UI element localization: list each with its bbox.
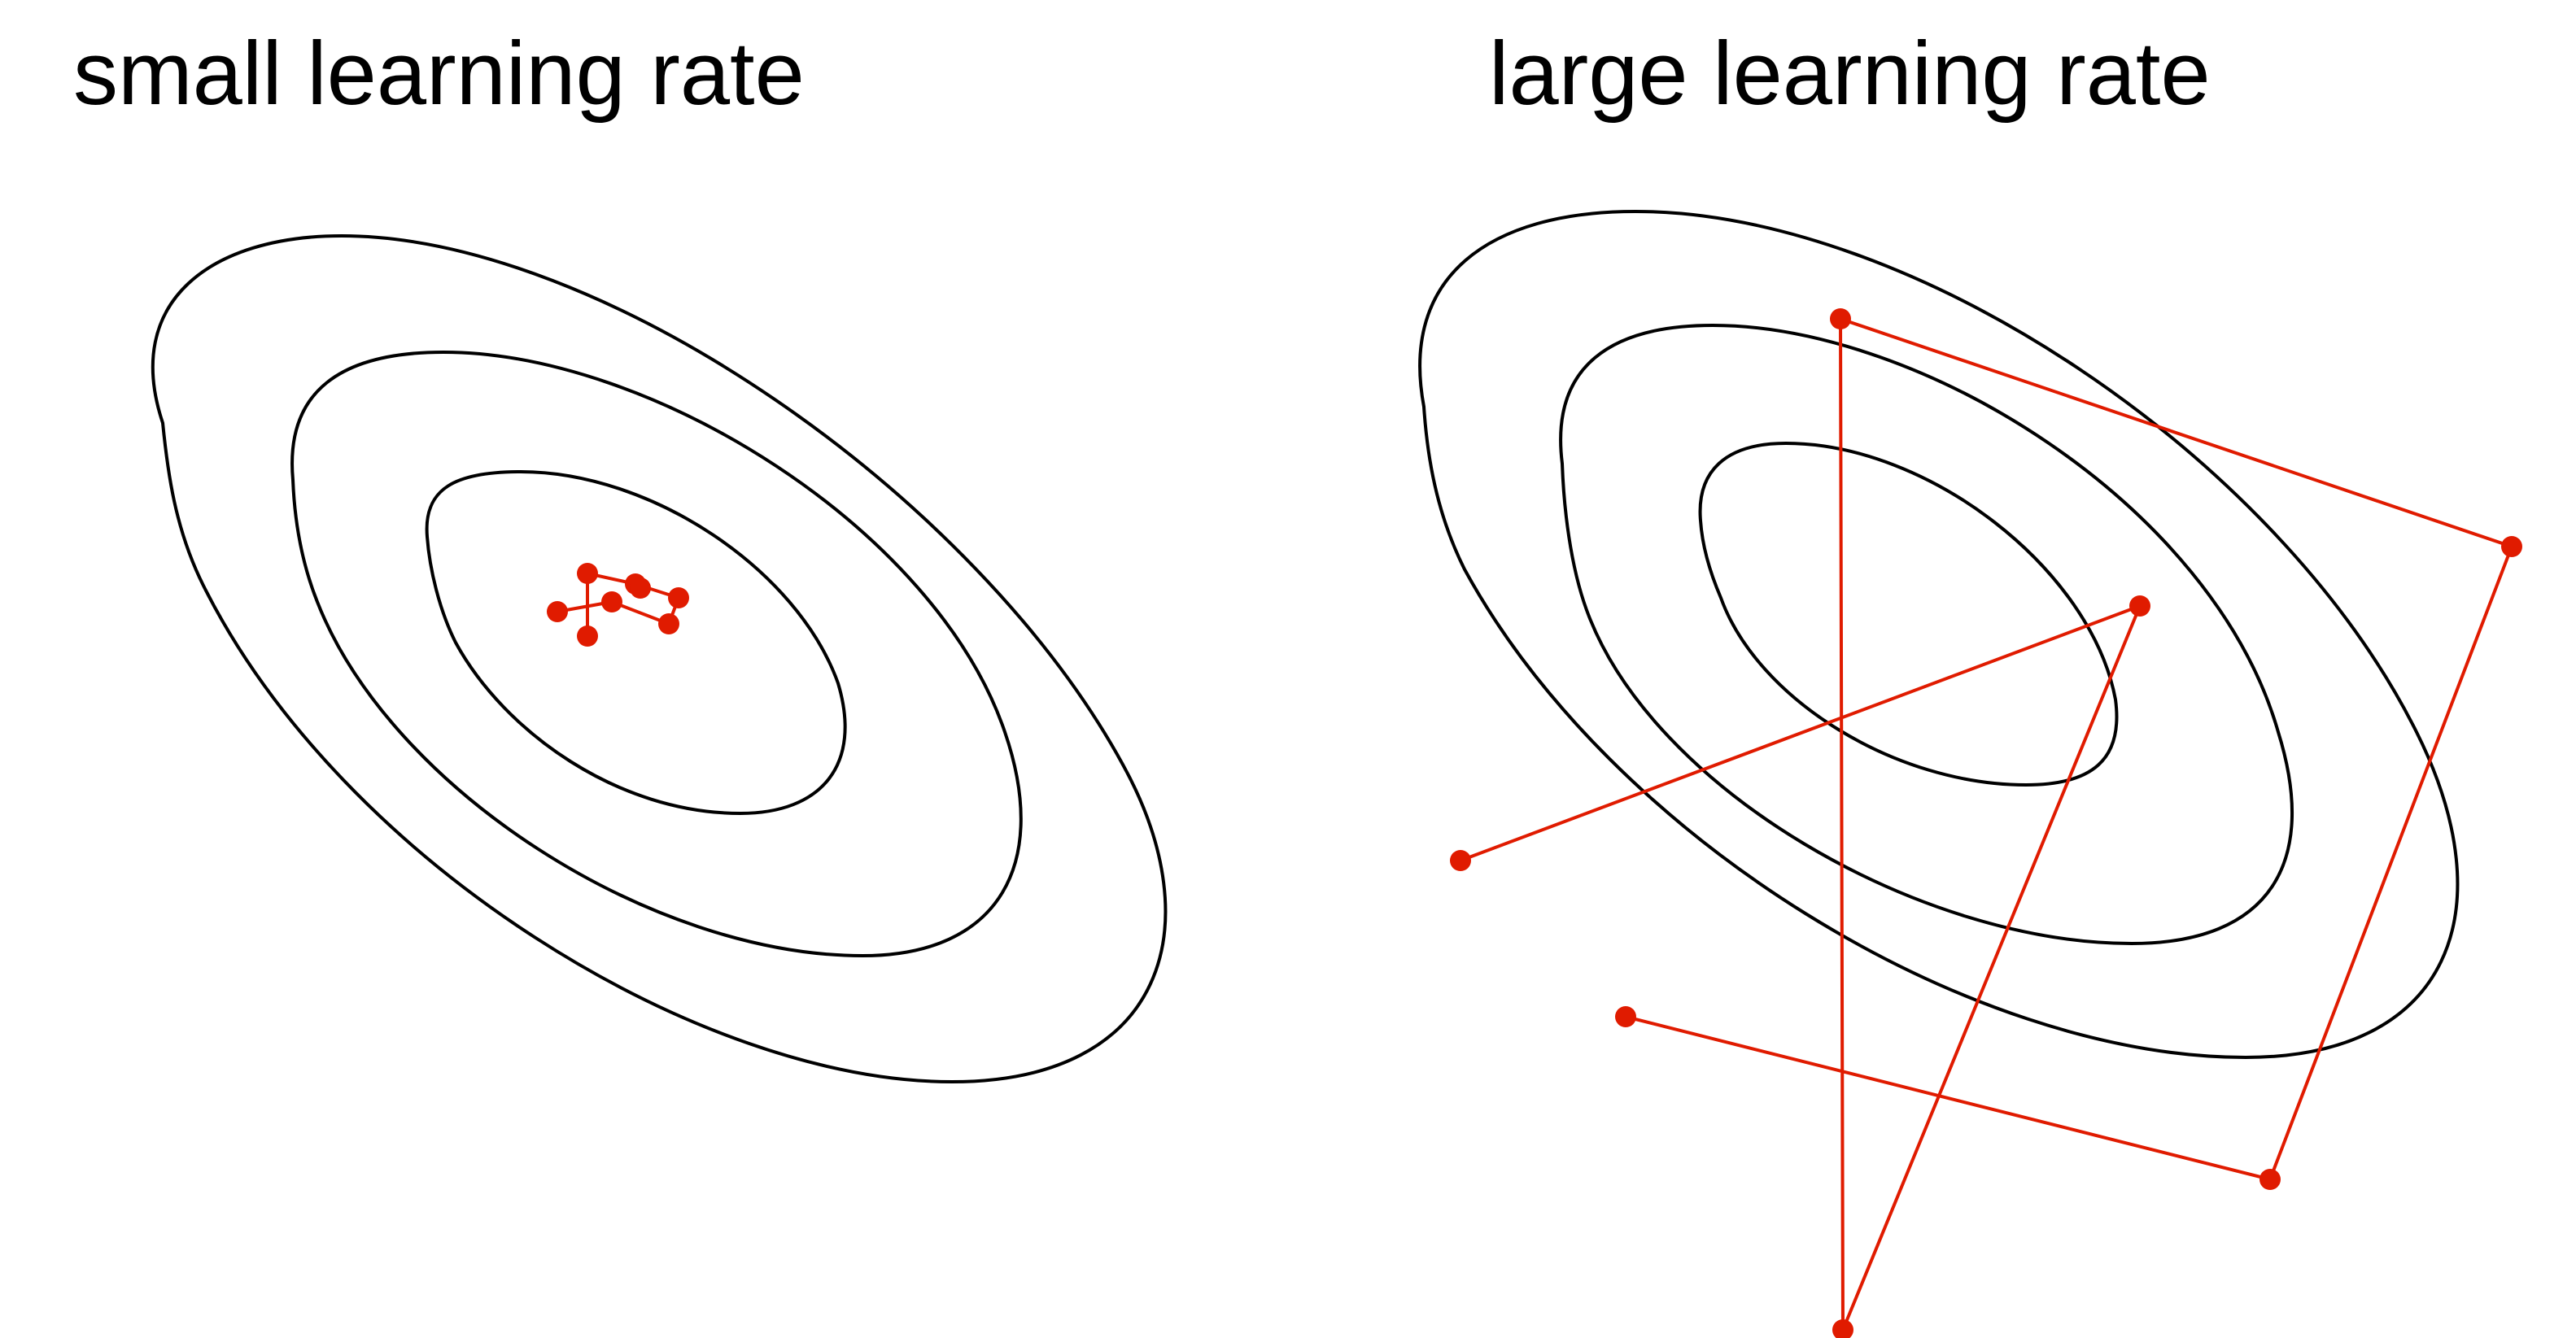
contour-middle: [290, 350, 1023, 958]
descent-point: [2501, 536, 2522, 557]
descent-points-large: [1450, 308, 2522, 1338]
descent-point: [630, 577, 651, 599]
contour-middle: [1559, 323, 2294, 946]
panel-title-large-learning-rate: large learning rate: [1489, 24, 2211, 124]
contours-small: [151, 233, 1168, 1084]
descent-point: [1450, 850, 1471, 871]
descent-point: [577, 625, 598, 647]
descent-point: [658, 613, 679, 634]
panel-large-learning-rate: [1418, 209, 2522, 1338]
descent-point: [668, 587, 689, 608]
panel-title-small-learning-rate: small learning rate: [73, 24, 805, 124]
contour-outer: [151, 233, 1168, 1084]
descent-point: [1830, 308, 1851, 329]
descent-path-large-line: [1460, 316, 2514, 1331]
descent-points-small: [547, 563, 689, 647]
contour-outer: [1418, 209, 2460, 1060]
descent-point: [577, 563, 598, 584]
descent-path-small: [547, 563, 689, 647]
descent-point: [601, 591, 622, 612]
descent-point: [1615, 1006, 1636, 1027]
descent-point: [1832, 1319, 1853, 1338]
contour-inner: [1698, 441, 2119, 787]
descent-point: [547, 601, 568, 622]
descent-point: [2129, 595, 2150, 617]
contours-large: [1418, 209, 2460, 1060]
descent-path-large: [1450, 308, 2522, 1338]
descent-point: [2259, 1169, 2281, 1190]
contour-inner: [425, 469, 847, 816]
panel-small-learning-rate: [151, 233, 1168, 1084]
